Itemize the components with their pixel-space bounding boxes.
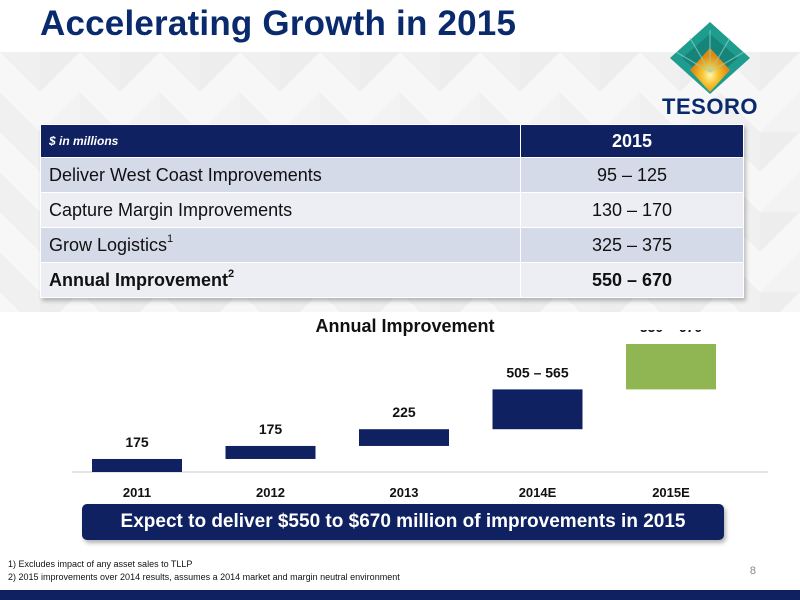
footnote-2: 2) 2015 improvements over 2014 results, … [8, 572, 400, 582]
waterfall-chart: 175 2011 175 2012 225 2013 505 – 565 2014E 550 –… [72, 330, 768, 500]
x-tick-label-2015e: 2015E [652, 485, 690, 500]
bar-2015e [626, 344, 716, 390]
table-row: Grow Logistics1 325 – 375 [40, 227, 744, 263]
unit-header: $ in millions [40, 124, 521, 158]
bar-2013 [359, 429, 449, 446]
data-label-2012: 175 [259, 421, 283, 437]
callout-banner: Expect to deliver $550 to $670 million o… [82, 504, 724, 540]
table-header-row: $ in millions 2015 [40, 124, 744, 158]
x-tick-label-2014e: 2014E [519, 485, 557, 500]
row-label: Annual Improvement2 [40, 262, 521, 298]
row-label: Deliver West Coast Improvements [40, 157, 521, 193]
bar-2014e [492, 389, 583, 430]
row-value: 550 – 670 [520, 262, 744, 298]
row-label: Grow Logistics1 [40, 227, 521, 263]
page-title: Accelerating Growth in 2015 [40, 4, 517, 43]
x-tick-label-2013: 2013 [390, 485, 419, 500]
row-label: Capture Margin Improvements [40, 192, 521, 228]
table-row: Capture Margin Improvements 130 – 170 [40, 192, 744, 228]
bar-2011 [92, 458, 182, 472]
footer-bar [0, 590, 800, 600]
x-tick-label-2011: 2011 [123, 485, 151, 500]
data-label-2014e: 505 – 565 [506, 364, 568, 380]
tesoro-logo-icon [670, 22, 750, 94]
year-header: 2015 [520, 124, 744, 158]
x-tick-label-2012: 2012 [256, 485, 285, 500]
data-label-2011: 175 [125, 434, 149, 450]
data-label-2013: 225 [392, 404, 416, 420]
footnote-marker: 1 [167, 232, 174, 245]
footnotes: 1) Excludes impact of any asset sales to… [8, 558, 400, 584]
chart-title: Annual Improvement [315, 316, 495, 336]
page-number: 8 [749, 565, 756, 577]
row-value: 130 – 170 [520, 192, 744, 228]
bar-2012 [225, 445, 316, 459]
improvements-table: $ in millions 2015 Deliver West Coast Im… [40, 124, 744, 298]
table-total-row: Annual Improvement2 550 – 670 [40, 262, 744, 298]
data-label-2015e: 550 – 670 [640, 330, 702, 335]
row-value: 95 – 125 [520, 157, 744, 193]
table-row: Deliver West Coast Improvements 95 – 125 [40, 157, 744, 193]
row-value: 325 – 375 [520, 227, 744, 263]
footnote-marker: 2 [228, 267, 235, 280]
logo-wordmark: TESORO [662, 94, 758, 119]
footnote-1: 1) Excludes impact of any asset sales to… [8, 559, 193, 569]
